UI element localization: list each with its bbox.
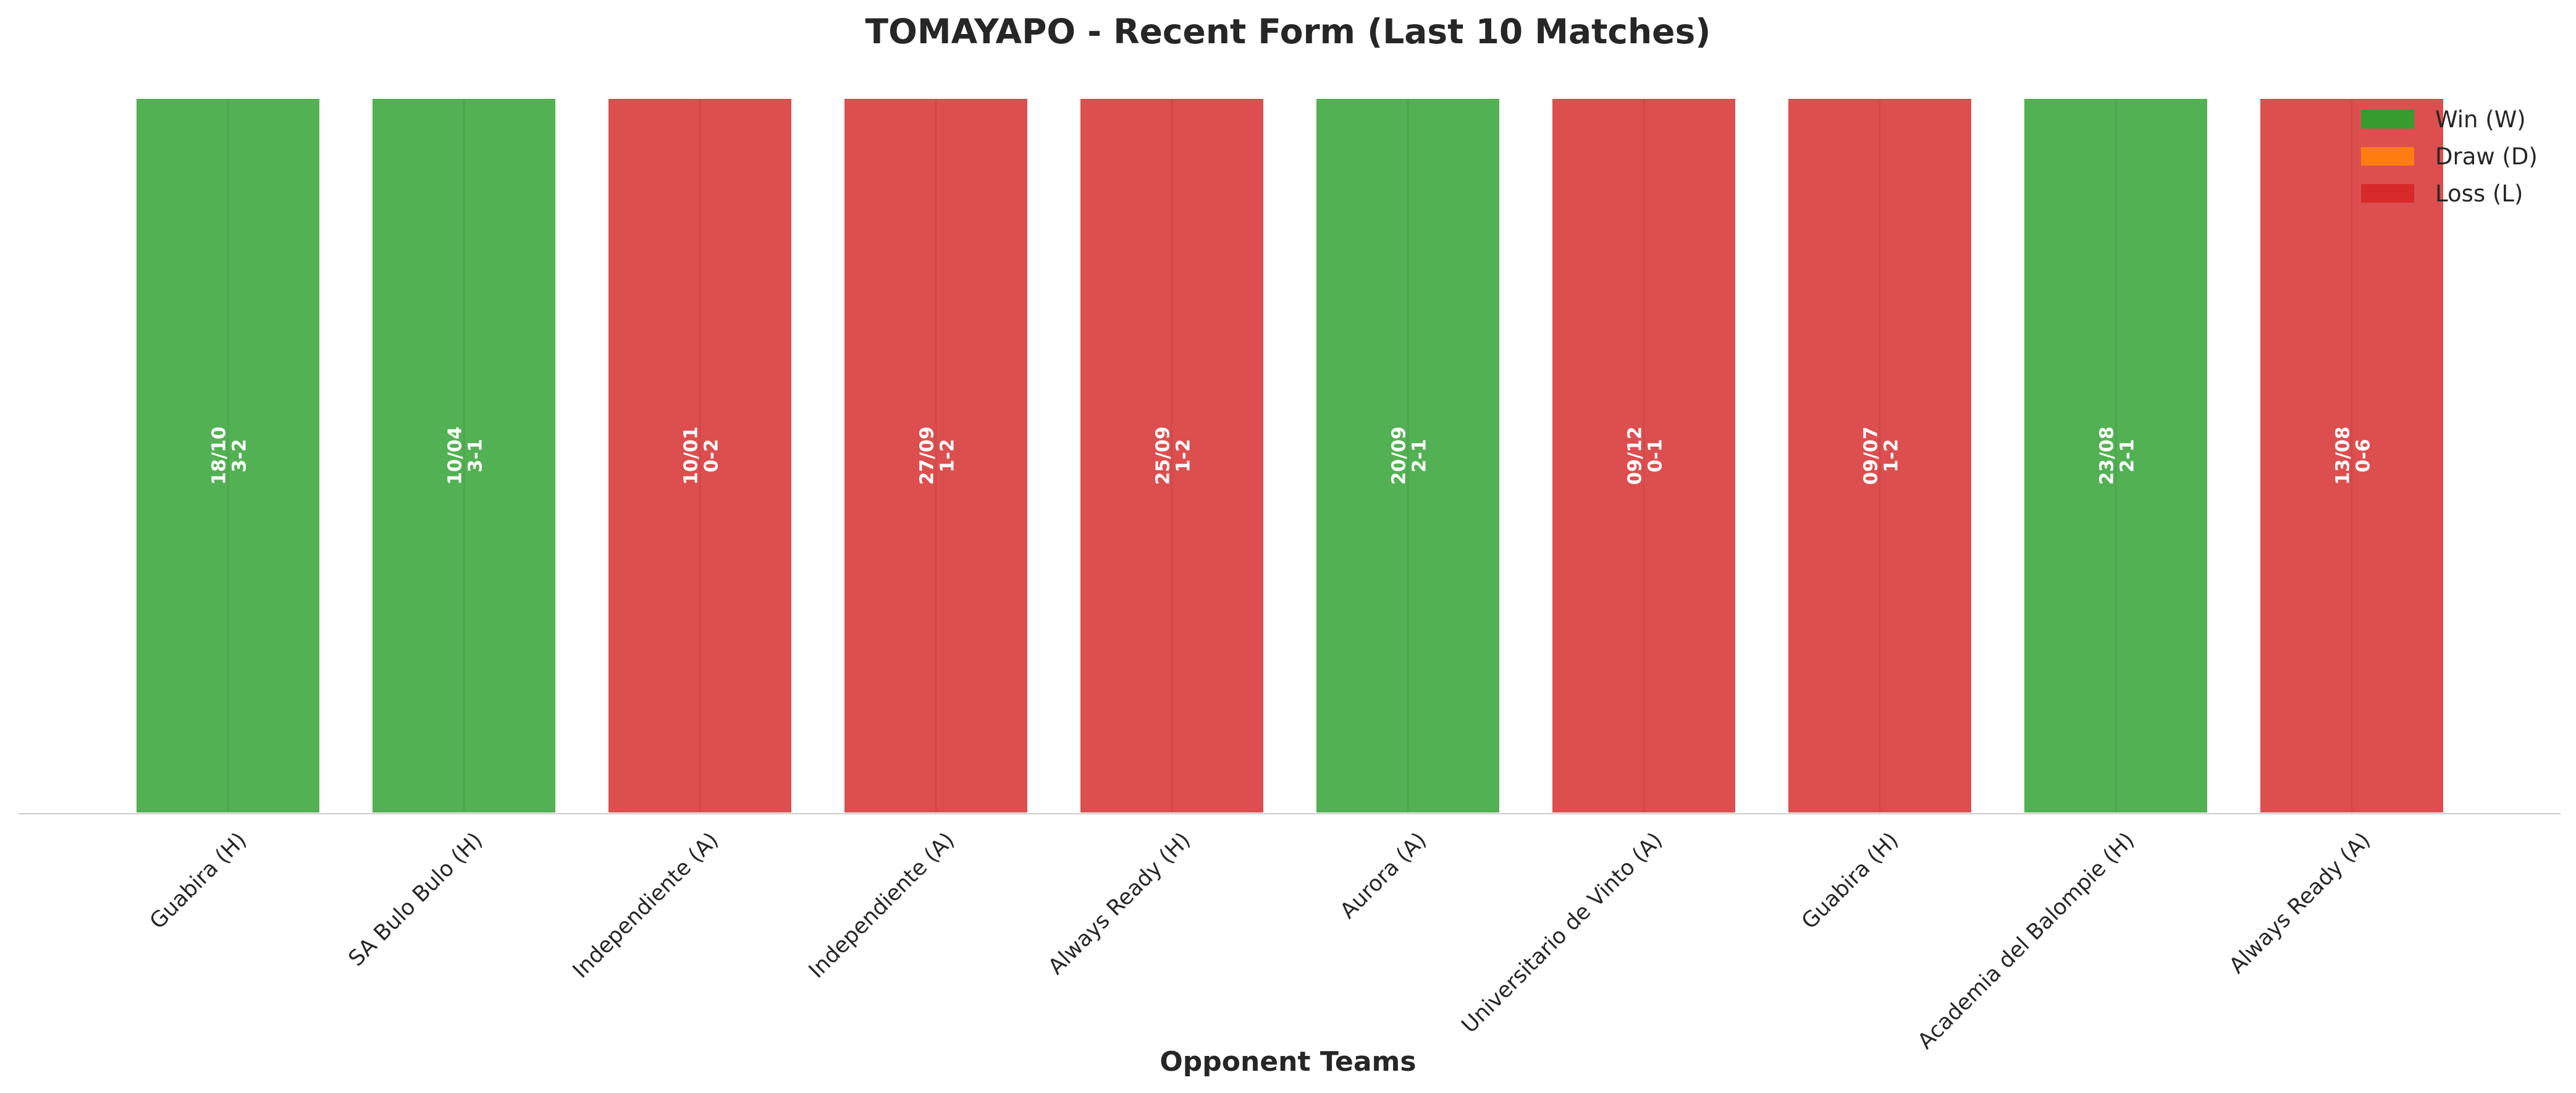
bar-label: 09/071-2 (1861, 426, 1903, 484)
bar-label: 25/091-2 (1153, 426, 1195, 484)
bar-score-label: 2-1 (1409, 439, 1431, 472)
legend: Win (W) Draw (D) Loss (L) (2361, 106, 2538, 207)
bar-2-W (370, 96, 558, 815)
x-tick-label: Guabira (H) (145, 828, 251, 934)
bar-label: 20/092-1 (1389, 426, 1431, 484)
x-axis-label: Opponent Teams (1160, 1046, 1416, 1078)
legend-label-D: Draw (D) (2435, 143, 2538, 170)
legend-swatch-D (2361, 147, 2414, 166)
x-tick-labels: Guabira (H) SA Bulo Bulo (H) Independiente… (145, 828, 2375, 1054)
bar-1-W (134, 96, 322, 815)
x-tick-label: Always Ready (H) (1044, 828, 1196, 980)
bar-date-label: 20/09 (1389, 426, 1410, 484)
bar-score-label: 1-2 (1173, 439, 1195, 472)
bar-score-label: 1-2 (937, 439, 959, 472)
bar-label: 09/120-1 (1625, 426, 1667, 484)
bar-date-label: 25/09 (1153, 426, 1174, 484)
bar-6-W (1314, 96, 1502, 815)
bar-label: 18/103-2 (209, 426, 251, 484)
bar-date-label: 10/04 (445, 426, 466, 484)
x-tick-label: Academia del Balompie (H) (1913, 828, 2139, 1054)
bar-date-label: 18/10 (209, 426, 230, 484)
bar-10-L (2258, 96, 2446, 815)
bar-date-label: 09/07 (1861, 426, 1882, 484)
x-tick-label: Universitario de Vinto (A) (1457, 828, 1667, 1038)
legend-label-W: Win (W) (2435, 106, 2526, 133)
bar-score-label: 0-6 (2353, 439, 2375, 472)
x-tick-label: Independiente (A) (568, 828, 723, 983)
bar-7-L (1550, 96, 1738, 815)
x-tick-label: Guabira (H) (1797, 828, 1903, 934)
bar-3-L (606, 96, 794, 815)
x-tick-label: Aurora (A) (1336, 828, 1431, 924)
bar-score-label: 2-1 (2117, 439, 2139, 472)
legend-swatch-L (2361, 184, 2414, 203)
bar-date-label: 13/08 (2333, 426, 2354, 484)
bar-label: 10/010-2 (681, 426, 723, 484)
bar-5-L (1078, 96, 1266, 815)
x-tick-label: Always Ready (A) (2225, 828, 2375, 979)
legend-swatch-W (2361, 110, 2414, 129)
bar-label: 10/043-1 (445, 426, 487, 484)
bar-score-label: 1-2 (1881, 439, 1903, 472)
bar-date-label: 27/09 (917, 426, 938, 484)
bar-date-label: 23/08 (2097, 426, 2118, 484)
x-tick-label: Independiente (A) (804, 828, 959, 983)
chart-title: TOMAYAPO - Recent Form (Last 10 Matches) (865, 12, 1711, 51)
bar-score-label: 3-1 (465, 439, 487, 472)
legend-label-L: Loss (L) (2435, 180, 2523, 207)
bar-score-label: 0-1 (1645, 439, 1667, 472)
bar-4-L (842, 96, 1030, 815)
bar-label: 27/091-2 (917, 426, 959, 484)
x-tick-label: SA Bulo Bulo (H) (344, 828, 487, 971)
bar-date-label: 09/12 (1625, 426, 1646, 484)
bar-date-label: 10/01 (681, 426, 702, 484)
bar-label: 13/080-6 (2333, 426, 2375, 484)
bar-score-label: 0-2 (701, 439, 723, 472)
bar-label: 23/082-1 (2097, 426, 2139, 484)
bars-group: 18/103-2 10/043-1 10/010-2 27/091-2 25/091-2… (134, 96, 2446, 815)
bar-score-label: 3-2 (229, 439, 251, 472)
